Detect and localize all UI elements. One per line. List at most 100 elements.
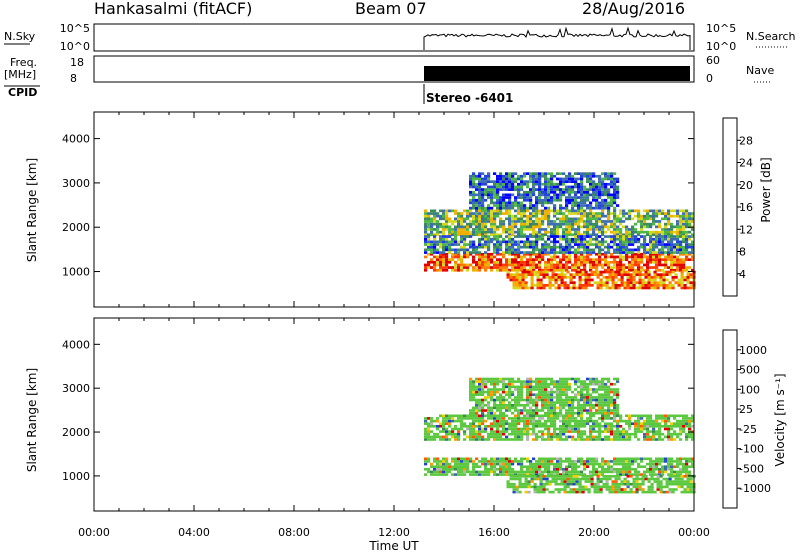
power-cell	[559, 268, 563, 272]
velocity-cell	[460, 468, 464, 471]
velocity-cell	[472, 465, 476, 468]
power-cell	[626, 278, 630, 282]
velocity-cell	[577, 380, 581, 383]
power-cell	[523, 220, 527, 223]
velocity-cell	[512, 488, 516, 491]
velocity-cell	[610, 401, 614, 404]
velocity-cell	[652, 435, 656, 439]
velocity-cell	[601, 380, 605, 383]
velocity-cell	[538, 388, 542, 391]
power-cell	[514, 220, 518, 223]
velocity-cell	[481, 377, 485, 381]
velocity-cell	[647, 480, 651, 483]
velocity-cell	[634, 460, 638, 463]
power-cell	[611, 281, 615, 284]
velocity-cell	[469, 388, 473, 391]
velocity-cell	[529, 422, 533, 425]
power-cell	[655, 233, 659, 237]
velocity-cell	[511, 385, 515, 389]
velocity-cell	[637, 417, 641, 420]
power-cell	[658, 235, 662, 238]
power-cell	[571, 228, 575, 231]
velocity-cell	[658, 414, 662, 418]
power-cell	[670, 240, 674, 244]
velocity-cell	[556, 393, 560, 396]
velocity-cell	[572, 490, 576, 494]
power-cell	[460, 263, 464, 267]
power-cell	[460, 230, 464, 234]
power-cell	[620, 278, 624, 282]
power-cell	[475, 174, 479, 178]
power-cell	[640, 268, 644, 272]
velocity-cell	[602, 477, 606, 481]
power-cell	[451, 240, 455, 244]
power-cell	[640, 220, 644, 223]
power-cell	[511, 214, 515, 218]
velocity-cell	[526, 427, 530, 431]
velocity-cell	[610, 465, 614, 468]
velocity-cell	[569, 490, 573, 494]
power-cell	[463, 230, 467, 234]
velocity-cell	[616, 390, 620, 394]
velocity-cell	[682, 422, 686, 425]
power-cell	[569, 276, 573, 279]
power-cell	[571, 268, 575, 272]
power-cell	[637, 217, 641, 221]
power-cell	[577, 248, 581, 252]
velocity-cell	[559, 468, 563, 471]
velocity-cell	[472, 425, 476, 428]
velocity-cell	[646, 427, 650, 431]
velocity-cell	[490, 465, 494, 468]
power-cell	[520, 222, 524, 226]
power-cell	[514, 180, 518, 183]
power-cell	[619, 240, 623, 244]
velocity-cell	[532, 417, 536, 420]
power-cell	[601, 228, 605, 231]
velocity-cell	[424, 427, 428, 431]
power-cell	[592, 182, 596, 186]
power-cell	[478, 182, 482, 186]
power-cell	[601, 204, 605, 207]
power-cell	[604, 230, 608, 234]
power-cell	[679, 225, 683, 229]
power-cell	[613, 172, 617, 175]
velocity-cell	[607, 409, 611, 412]
power-cell	[481, 204, 485, 207]
power-cell	[562, 233, 566, 237]
power-cell	[544, 206, 548, 210]
velocity-cell	[518, 490, 522, 494]
velocity-cell	[689, 480, 693, 483]
power-cell	[565, 214, 569, 218]
power-cell	[586, 172, 590, 175]
velocity-cell	[550, 432, 554, 436]
velocity-cell	[646, 435, 650, 439]
velocity-cell	[583, 462, 587, 466]
power-cell	[484, 220, 488, 223]
power-cell	[595, 174, 599, 178]
power-cell	[592, 214, 596, 218]
power-cell	[592, 172, 596, 175]
power-cell	[538, 196, 542, 199]
velocity-cell	[472, 409, 476, 412]
velocity-colorbar-tick-label: -100	[739, 443, 764, 456]
power-cell	[616, 188, 620, 191]
power-cell	[502, 225, 506, 229]
velocity-cell	[562, 417, 566, 420]
velocity-cell	[566, 482, 570, 486]
velocity-cell	[583, 430, 587, 433]
velocity-cell	[509, 482, 513, 486]
power-cell	[499, 182, 503, 186]
power-cell	[472, 193, 476, 197]
power-cell	[505, 209, 509, 213]
power-cell	[565, 258, 569, 261]
velocity-cell	[574, 388, 578, 391]
power-cell	[457, 214, 461, 218]
power-cell	[574, 258, 578, 261]
velocity-cell	[595, 425, 599, 428]
velocity-cell	[505, 390, 509, 394]
velocity-cell	[493, 435, 497, 439]
power-cell	[496, 193, 500, 197]
power-cell	[559, 204, 563, 207]
velocity-cell	[550, 435, 554, 439]
velocity-cell	[451, 468, 455, 471]
